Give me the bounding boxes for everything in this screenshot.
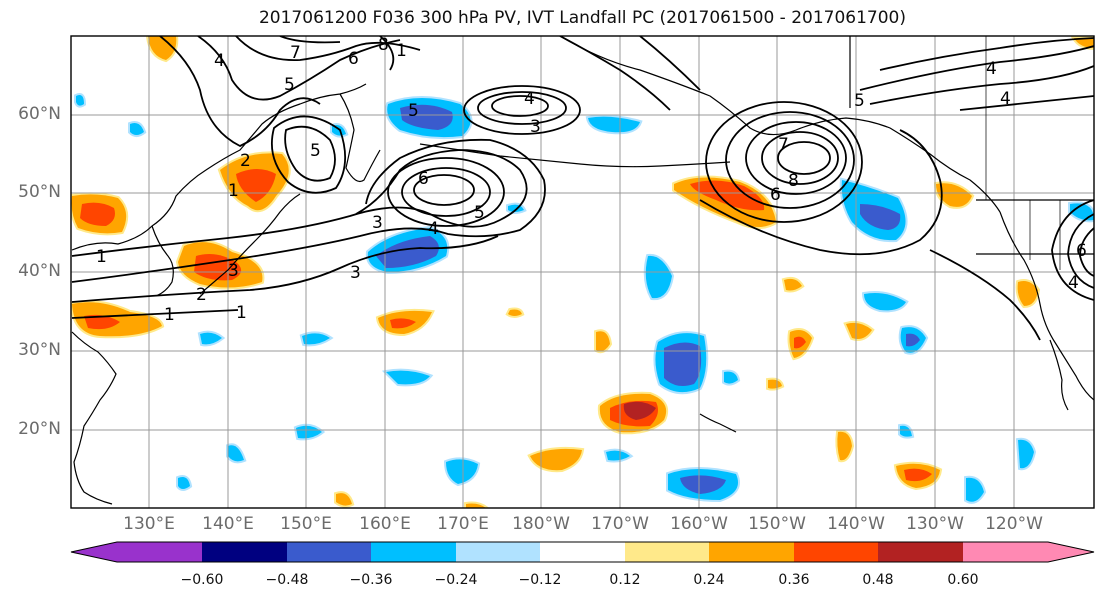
colorbar-segment	[878, 542, 963, 562]
colorbar-tick-label: 0.12	[609, 572, 640, 588]
colorbar-segment	[371, 542, 456, 562]
colorbar-tick-label: −0.12	[519, 572, 562, 588]
colorbar-segment	[287, 542, 371, 562]
colorbar-segment	[202, 542, 287, 562]
colorbar-segment	[456, 542, 540, 562]
colorbar-tick-label: −0.36	[350, 572, 393, 588]
colorbar-extend-high	[1048, 542, 1094, 562]
colorbar-tick-label: 0.48	[862, 572, 893, 588]
colorbar-segment	[625, 542, 709, 562]
colorbar-segment	[117, 542, 202, 562]
colorbar-segment	[794, 542, 878, 562]
colorbar-segment	[540, 542, 625, 562]
colorbar-tick-label: 0.36	[778, 572, 809, 588]
colorbar-tick-label: −0.24	[435, 572, 478, 588]
colorbar	[0, 0, 1105, 601]
colorbar-extend-low	[71, 542, 117, 562]
colorbar-tick-label: −0.48	[266, 572, 309, 588]
colorbar-tick-label: −0.60	[181, 572, 224, 588]
colorbar-tick-label: 0.60	[947, 572, 978, 588]
colorbar-tick-label: 0.24	[693, 572, 724, 588]
colorbar-segment	[709, 542, 794, 562]
colorbar-segment	[963, 542, 1048, 562]
